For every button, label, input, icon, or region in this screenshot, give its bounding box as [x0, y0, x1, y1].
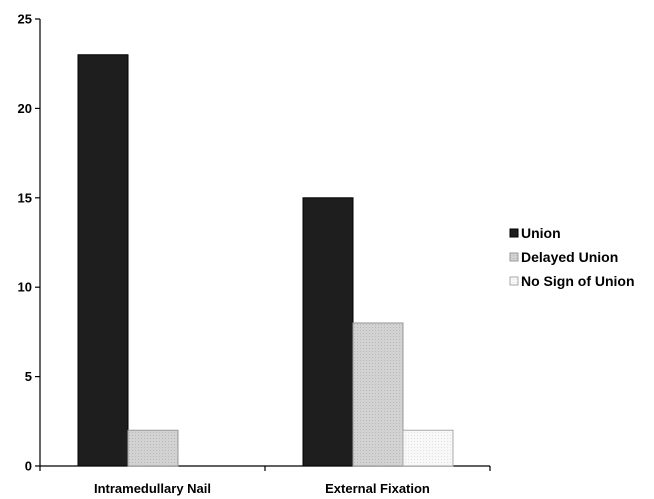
bars [77, 54, 454, 467]
x-category-label: External Fixation [325, 481, 430, 496]
legend-label: Union [521, 225, 561, 241]
y-tick-label: 25 [18, 12, 32, 27]
legend-swatch [509, 252, 519, 262]
y-tick-label: 15 [18, 190, 32, 205]
y-tick-label: 5 [25, 369, 32, 384]
legend: Union Delayed Union No Sign of Union [509, 225, 635, 289]
legend-label: No Sign of Union [521, 273, 635, 289]
y-axis: 0 5 10 15 20 25 [18, 12, 41, 474]
legend-label: Delayed Union [521, 249, 618, 265]
x-axis: Intramedullary Nail External Fixation [39, 465, 491, 496]
bar-union-1 [77, 54, 129, 467]
y-tick-label: 10 [18, 280, 32, 295]
bar-delayed-union-2 [352, 322, 404, 467]
bar-union-2 [302, 197, 354, 467]
y-tick-label: 0 [25, 459, 32, 474]
legend-swatch [509, 228, 519, 238]
y-tick-label: 20 [18, 101, 32, 116]
bar-no-sign-of-union-2 [402, 429, 454, 467]
bar-delayed-union-1 [127, 429, 179, 467]
legend-swatch [509, 276, 519, 286]
x-category-label: Intramedullary Nail [94, 481, 211, 496]
